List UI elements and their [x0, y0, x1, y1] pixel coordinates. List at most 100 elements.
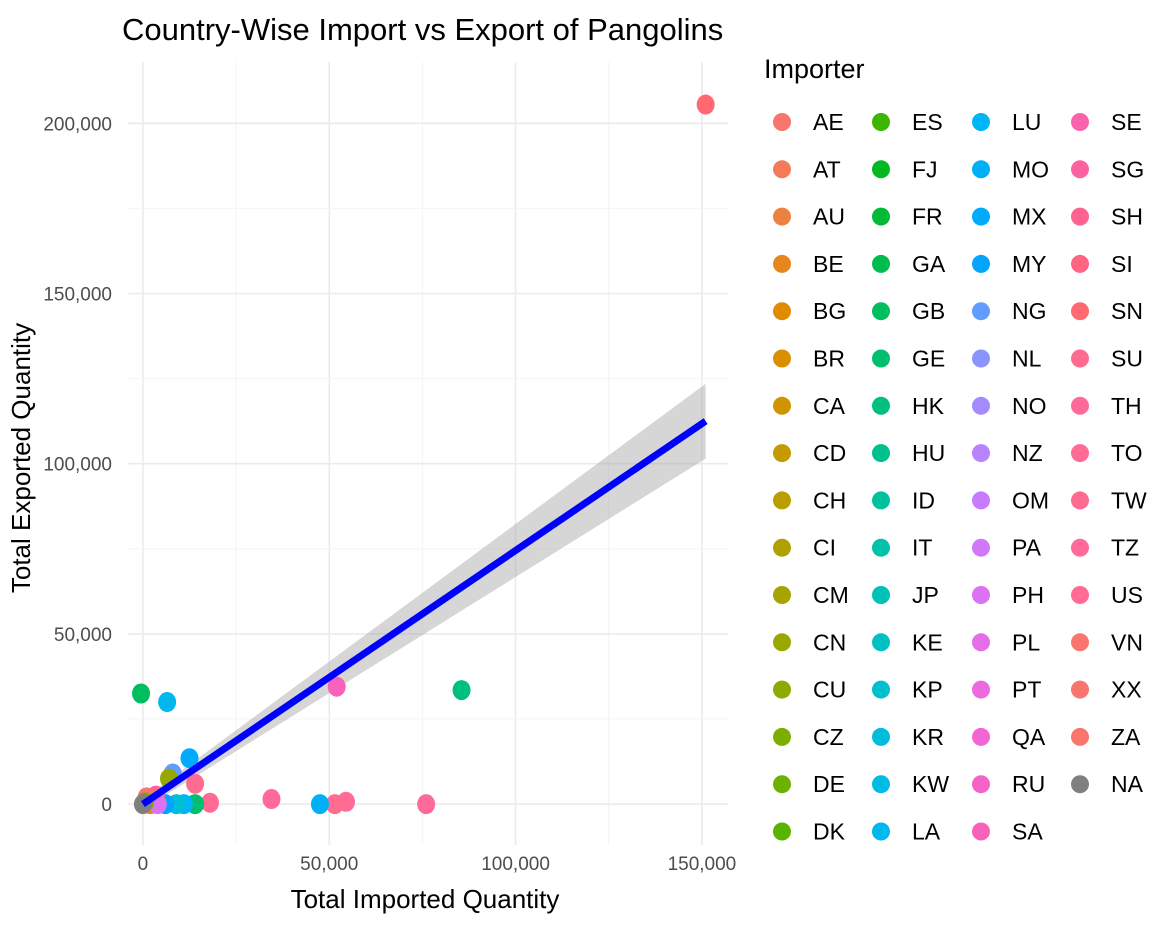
data-point: [158, 692, 177, 713]
y-tick-label: 0: [101, 795, 112, 816]
legend-item: US: [1071, 582, 1143, 608]
gridlines: [128, 62, 728, 845]
legend-label: GE: [912, 346, 945, 372]
legend-label: CZ: [813, 724, 844, 750]
legend-item: TH: [1071, 393, 1142, 419]
legend-label: ZA: [1111, 724, 1141, 750]
legend-label: PA: [1012, 535, 1042, 561]
legend-label: NG: [1012, 298, 1047, 324]
legend-label: XX: [1111, 677, 1142, 703]
legend-label: OM: [1012, 487, 1049, 513]
legend-swatch: [872, 822, 890, 841]
legend-label: PL: [1012, 629, 1040, 655]
data-point: [452, 680, 471, 701]
legend-swatch: [872, 349, 890, 368]
legend-swatch: [872, 254, 890, 273]
legend-label: SU: [1111, 346, 1143, 372]
legend-item: BG: [773, 298, 846, 324]
legend-swatch: [972, 822, 990, 841]
legend-label: NL: [1012, 346, 1042, 372]
legend-item: SU: [1071, 346, 1143, 372]
data-point: [186, 773, 205, 794]
legend-label: VN: [1111, 629, 1143, 655]
legend-label: ES: [912, 109, 943, 135]
legend-label: MO: [1012, 156, 1049, 182]
legend-swatch: [872, 538, 890, 557]
legend-item: NA: [1071, 771, 1144, 797]
legend-label: FR: [912, 204, 943, 230]
legend-item: OM: [972, 487, 1049, 513]
legend-swatch: [1071, 160, 1089, 179]
legend-label: GB: [912, 298, 945, 324]
legend-label: CH: [813, 487, 846, 513]
legend-item: DE: [773, 771, 845, 797]
legend-swatch: [972, 633, 990, 652]
legend-label: HK: [912, 393, 945, 419]
legend-item: QA: [972, 724, 1046, 750]
data-point: [327, 676, 346, 697]
legend-swatch: [773, 491, 791, 510]
y-tick-label: 200,000: [43, 114, 112, 135]
legend-label: SH: [1111, 204, 1143, 230]
legend-item: DK: [773, 819, 846, 845]
legend-swatch: [773, 349, 791, 368]
legend-item: CU: [773, 677, 846, 703]
legend-swatch: [773, 160, 791, 179]
legend-item: XX: [1071, 677, 1142, 703]
legend-swatch: [972, 207, 990, 226]
legend-item: SG: [1071, 156, 1144, 182]
legend-label: BG: [813, 298, 846, 324]
legend-item: CD: [773, 440, 846, 466]
legend-label: KE: [912, 629, 943, 655]
y-tick-label: 150,000: [43, 284, 112, 305]
legend-item: GB: [872, 298, 945, 324]
confidence-band-area: [142, 383, 706, 810]
legend-item: TW: [1071, 487, 1147, 513]
legend-label: US: [1111, 582, 1143, 608]
legend-label: TW: [1111, 487, 1147, 513]
chart-title: Country-Wise Import vs Export of Pangoli…: [122, 12, 723, 47]
legend-item: PL: [972, 629, 1040, 655]
x-axis-title: Total Imported Quantity: [291, 884, 560, 914]
confidence-band: [142, 383, 706, 810]
x-tick-label: 100,000: [481, 854, 550, 875]
legend-item: ID: [872, 487, 935, 513]
legend-item: TZ: [1071, 535, 1139, 561]
legend-item: CH: [773, 487, 846, 513]
x-tick-label: 150,000: [668, 854, 737, 875]
data-point: [696, 94, 715, 115]
legend-item: CZ: [773, 724, 844, 750]
legend-label: SN: [1111, 298, 1143, 324]
y-axis-ticks: 0 50,000 100,000 150,000 200,000: [43, 114, 112, 816]
legend-swatch: [872, 207, 890, 226]
legend-item: FR: [872, 204, 943, 230]
legend-swatch: [972, 680, 990, 699]
legend-item: PA: [972, 535, 1042, 561]
legend-swatch: [1071, 538, 1089, 557]
legend-swatch: [972, 538, 990, 557]
data-point: [180, 748, 199, 769]
legend-item: MY: [972, 251, 1047, 277]
legend-label: DE: [813, 771, 845, 797]
legend-label: CN: [813, 629, 846, 655]
legend-label: AT: [813, 156, 841, 182]
legend-item: AT: [773, 156, 841, 182]
legend-item: SH: [1071, 204, 1143, 230]
legend-swatch: [773, 680, 791, 699]
legend-item: NG: [972, 298, 1047, 324]
legend-swatch: [773, 207, 791, 226]
legend-item: SI: [1071, 251, 1133, 277]
legend-label: SI: [1111, 251, 1133, 277]
legend-label: PH: [1012, 582, 1044, 608]
data-point: [325, 794, 344, 815]
legend-swatch: [872, 113, 890, 131]
legend-swatch: [1071, 207, 1089, 226]
legend-swatch: [1071, 775, 1089, 794]
legend-swatch: [872, 160, 890, 179]
legend-item: RU: [972, 771, 1045, 797]
legend-swatch: [773, 444, 791, 463]
legend-swatch: [872, 775, 890, 794]
legend-swatch: [773, 822, 791, 841]
legend-item: NO: [972, 393, 1047, 419]
